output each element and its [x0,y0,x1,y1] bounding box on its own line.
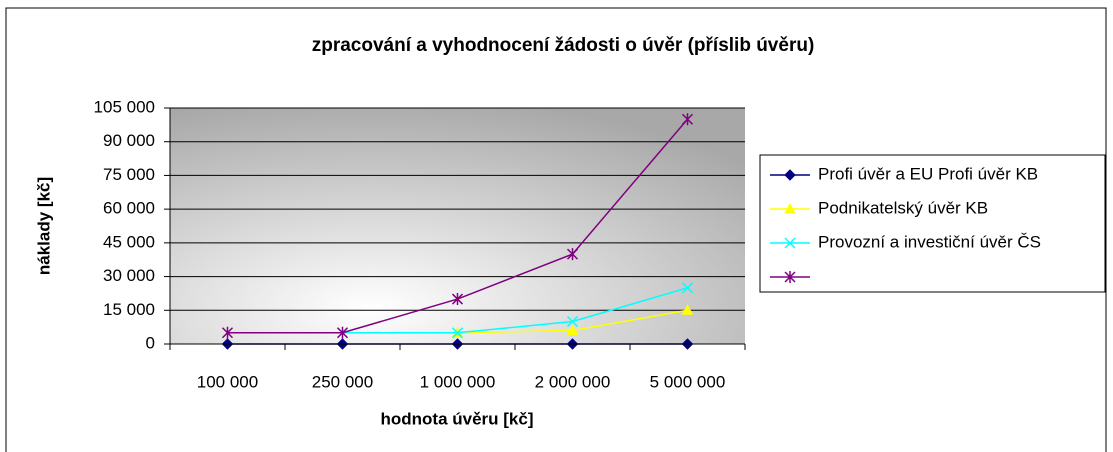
x-tick-label: 250 000 [312,372,373,391]
x-tick-label: 1 000 000 [420,372,496,391]
marker [681,304,694,315]
marker [681,113,694,126]
legend-marker [784,169,796,181]
legend-label: Provozní a investiční úvěr ČS [818,232,1041,251]
y-axis-title: náklady [kč] [34,177,53,275]
y-tick-label: 30 000 [103,266,155,285]
marker [566,248,579,261]
legend-label: Podnikatelský úvěr KB [818,198,988,217]
legend-marker [784,237,796,249]
marker [451,293,464,306]
marker [451,327,464,339]
x-tick-label: 5 000 000 [650,372,726,391]
marker [566,324,579,336]
legend-marker [784,202,796,214]
y-tick-label: 90 000 [103,131,155,150]
marker [221,326,234,339]
y-tick-label: 105 000 [94,97,155,116]
marker [681,282,694,294]
marker [336,326,349,339]
legend [759,154,1106,293]
series-line [342,287,688,334]
y-tick-label: 45 000 [103,232,155,251]
y-tick-label: 60 000 [103,199,155,218]
y-tick-label: 0 [146,333,155,352]
x-tick-label: 2 000 000 [535,372,611,391]
y-tick-label: 75 000 [103,165,155,184]
marker [566,315,579,328]
legend-marker [784,271,796,283]
x-tick-label: 100 000 [197,372,258,391]
y-tick-label: 15 000 [103,300,155,319]
x-axis-title: hodnota úvěru [kč] [380,409,533,428]
plot-area [170,108,745,344]
legend-label: Profi úvěr a EU Profi úvěr KB [818,164,1038,183]
chart-title: zpracování a vyhodnocení žádosti o úvěr … [312,35,815,56]
